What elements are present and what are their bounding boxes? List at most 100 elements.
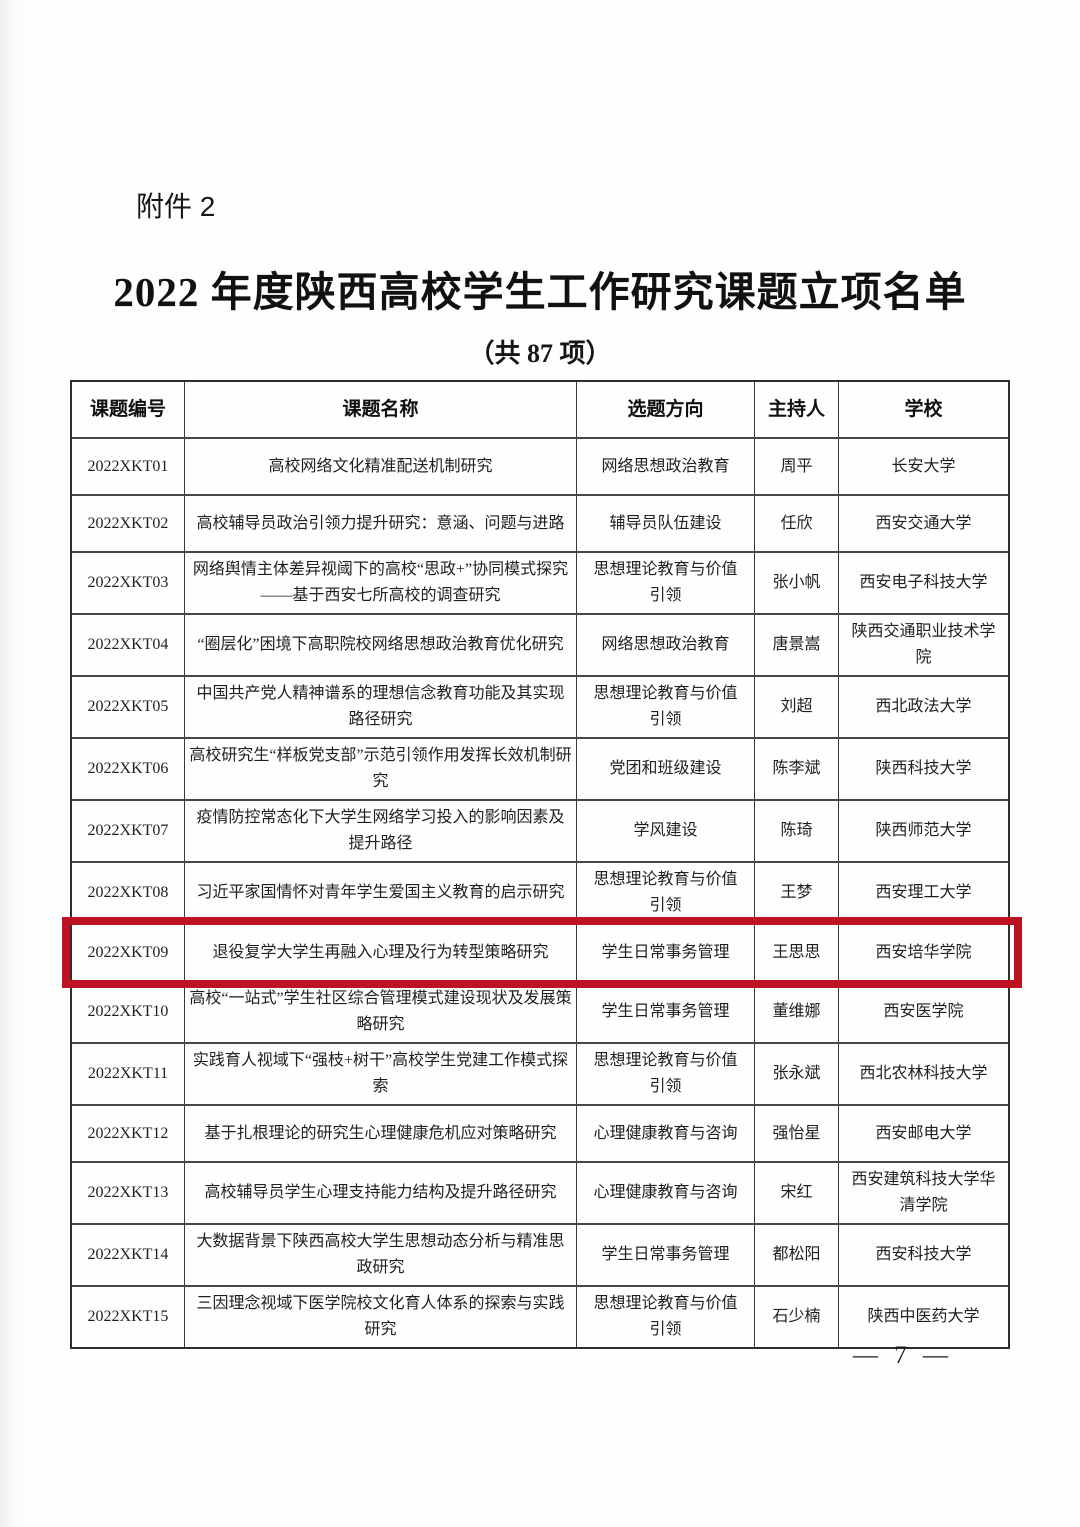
project-id-cell: 2022XKT05 bbox=[72, 677, 185, 737]
direction-cell: 学生日常事务管理 bbox=[577, 925, 755, 980]
host-cell: 石少楠 bbox=[755, 1287, 839, 1347]
project-id-cell: 2022XKT03 bbox=[72, 553, 185, 613]
project-title-cell: 退役复学大学生再融入心理及行为转型策略研究 bbox=[185, 925, 577, 980]
host-cell: 王思思 bbox=[755, 925, 839, 980]
school-cell: 西安建筑科技大学华清学院 bbox=[851, 1171, 996, 1214]
project-title-cell: 高校辅导员政治引领力提升研究：意涵、问题与进路 bbox=[185, 496, 577, 551]
school-cell: 西安科技大学 bbox=[875, 1246, 972, 1263]
column-header-school: 学校 bbox=[904, 398, 943, 420]
page-subtitle: （共 87 项） bbox=[468, 339, 612, 368]
table-header-row: 课题编号 课题名称 选题方向 主持人 学校 bbox=[72, 382, 1008, 439]
project-id-cell: 2022XKT12 bbox=[72, 1106, 185, 1161]
project-title-cell: “圈层化”困境下高职院校网络思想政治教育优化研究 bbox=[185, 615, 577, 675]
school-cell: 西安理工大学 bbox=[875, 884, 972, 901]
project-title-cell: 大数据背景下陕西高校大学生思想动态分析与精准思政研究 bbox=[185, 1225, 577, 1285]
school-cell: 陕西交通职业技术学院 bbox=[851, 623, 996, 666]
table-row: 2022XKT08 习近平家国情怀对青年学生爱国主义教育的启示研究 思想理论教育… bbox=[72, 863, 1008, 925]
school-cell: 西北政法大学 bbox=[875, 698, 972, 715]
school-cell: 西安邮电大学 bbox=[875, 1124, 972, 1142]
direction-cell: 思想理论教育与价值引领 bbox=[577, 863, 755, 923]
attachment-label: 附件 2 bbox=[136, 191, 216, 222]
host-cell: 张永斌 bbox=[755, 1044, 839, 1104]
project-id-cell: 2022XKT09 bbox=[72, 925, 185, 980]
host-cell: 陈李斌 bbox=[755, 739, 839, 799]
project-id-cell: 2022XKT08 bbox=[72, 863, 185, 923]
direction-cell: 网络思想政治教育 bbox=[577, 615, 755, 675]
project-title-cell: 高校辅导员学生心理支持能力结构及提升路径研究 bbox=[185, 1163, 577, 1223]
table-row: 2022XKT07 疫情防控常态化下大学生网络学习投入的影响因素及提升路径 学风… bbox=[72, 801, 1008, 863]
direction-cell: 辅导员队伍建设 bbox=[577, 496, 755, 551]
project-id-cell: 2022XKT02 bbox=[72, 496, 185, 551]
school-cell: 西安电子科技大学 bbox=[859, 574, 988, 591]
page-number: — 7 — bbox=[853, 1342, 948, 1369]
table-row: 2022XKT12 基于扎根理论的研究生心理健康危机应对策略研究 心理健康教育与… bbox=[72, 1106, 1008, 1163]
direction-cell: 网络思想政治教育 bbox=[577, 439, 755, 494]
projects-table: 课题编号 课题名称 选题方向 主持人 学校 2022XKT01 高校网络文化精准… bbox=[62, 380, 1022, 1349]
project-title-cell: 基于扎根理论的研究生心理健康危机应对策略研究 bbox=[185, 1106, 577, 1161]
host-cell: 王梦 bbox=[755, 863, 839, 923]
table-row: 2022XKT04 “圈层化”困境下高职院校网络思想政治教育优化研究 网络思想政… bbox=[72, 615, 1008, 677]
project-id-cell: 2022XKT14 bbox=[72, 1225, 185, 1285]
host-cell: 张小帆 bbox=[755, 553, 839, 613]
project-title-cell: 高校研究生“样板党支部”示范引领作用发挥长效机制研究 bbox=[185, 739, 577, 799]
direction-cell: 学生日常事务管理 bbox=[577, 982, 755, 1042]
school-cell: 西安交通大学 bbox=[875, 514, 972, 532]
project-title-cell: 中国共产党人精神谱系的理想信念教育功能及其实现路径研究 bbox=[185, 677, 577, 737]
direction-cell: 思想理论教育与价值引领 bbox=[577, 1044, 755, 1104]
host-cell: 周平 bbox=[755, 439, 839, 494]
host-cell: 刘超 bbox=[755, 677, 839, 737]
project-id-cell: 2022XKT04 bbox=[72, 615, 185, 675]
direction-cell: 思想理论教育与价值引领 bbox=[577, 677, 755, 737]
project-id-cell: 2022XKT15 bbox=[72, 1287, 185, 1347]
direction-cell: 思想理论教育与价值引领 bbox=[577, 1287, 755, 1347]
column-header-id: 课题编号 bbox=[72, 382, 185, 437]
project-title-cell: 三因理念视域下医学院校文化育人体系的探索与实践研究 bbox=[185, 1287, 577, 1347]
table-row: 2022XKT13 高校辅导员学生心理支持能力结构及提升路径研究 心理健康教育与… bbox=[72, 1163, 1008, 1225]
project-id-cell: 2022XKT06 bbox=[72, 739, 185, 799]
host-cell: 强怡星 bbox=[755, 1106, 839, 1161]
table-row: 2022XKT05 中国共产党人精神谱系的理想信念教育功能及其实现路径研究 思想… bbox=[72, 677, 1008, 739]
table-row: 2022XKT11 实践育人视域下“强枝+树干”高校学生党建工作模式探索 思想理… bbox=[72, 1044, 1008, 1106]
table-row: 2022XKT01 高校网络文化精准配送机制研究 网络思想政治教育 周平 长安大… bbox=[72, 439, 1008, 496]
table-row: 2022XKT15 三因理念视域下医学院校文化育人体系的探索与实践研究 思想理论… bbox=[72, 1287, 1008, 1347]
table-row-highlighted: 2022XKT09 退役复学大学生再融入心理及行为转型策略研究 学生日常事务管理… bbox=[62, 917, 1022, 988]
direction-cell: 思想理论教育与价值引领 bbox=[577, 553, 755, 613]
school-cell: 陕西师范大学 bbox=[875, 822, 972, 839]
table-row: 2022XKT06 高校研究生“样板党支部”示范引领作用发挥长效机制研究 党团和… bbox=[72, 739, 1008, 801]
host-cell: 都松阳 bbox=[755, 1225, 839, 1285]
table-row: 2022XKT14 大数据背景下陕西高校大学生思想动态分析与精准思政研究 学生日… bbox=[72, 1225, 1008, 1287]
host-cell: 陈琦 bbox=[755, 801, 839, 861]
host-cell: 宋红 bbox=[755, 1163, 839, 1223]
project-id-cell: 2022XKT11 bbox=[72, 1044, 185, 1104]
project-title-cell: 高校网络文化精准配送机制研究 bbox=[185, 439, 577, 494]
table-row: 2022XKT10 高校“一站式”学生社区综合管理模式建设现状及发展策略研究 学… bbox=[72, 982, 1008, 1044]
direction-cell: 学生日常事务管理 bbox=[577, 1225, 755, 1285]
project-title-cell: 习近平家国情怀对青年学生爱国主义教育的启示研究 bbox=[185, 863, 577, 923]
school-cell: 西安医学院 bbox=[883, 1003, 964, 1020]
direction-cell: 心理健康教育与咨询 bbox=[577, 1163, 755, 1223]
school-cell: 西北农林科技大学 bbox=[859, 1065, 988, 1082]
column-header-host: 主持人 bbox=[755, 382, 839, 437]
column-header-direction: 选题方向 bbox=[577, 382, 755, 437]
host-cell: 唐景嵩 bbox=[755, 615, 839, 675]
project-id-cell: 2022XKT01 bbox=[72, 439, 185, 494]
host-cell: 任欣 bbox=[755, 496, 839, 551]
project-title-cell: 实践育人视域下“强枝+树干”高校学生党建工作模式探索 bbox=[185, 1044, 577, 1104]
direction-cell: 党团和班级建设 bbox=[577, 739, 755, 799]
school-cell: 陕西科技大学 bbox=[875, 760, 972, 777]
project-title-cell: 疫情防控常态化下大学生网络学习投入的影响因素及提升路径 bbox=[185, 801, 577, 861]
column-header-title: 课题名称 bbox=[185, 382, 577, 437]
project-id-cell: 2022XKT07 bbox=[72, 801, 185, 861]
school-cell: 长安大学 bbox=[891, 457, 956, 475]
table-row: 2022XKT02 高校辅导员政治引领力提升研究：意涵、问题与进路 辅导员队伍建… bbox=[72, 496, 1008, 553]
direction-cell: 心理健康教育与咨询 bbox=[577, 1106, 755, 1161]
project-id-cell: 2022XKT10 bbox=[72, 982, 185, 1042]
school-cell: 西安培华学院 bbox=[875, 943, 972, 961]
project-title-cell: 高校“一站式”学生社区综合管理模式建设现状及发展策略研究 bbox=[185, 982, 577, 1042]
page-title: 2022 年度陕西高校学生工作研究课题立项名单 bbox=[113, 269, 967, 315]
school-cell: 陕西中医药大学 bbox=[867, 1308, 980, 1325]
project-id-cell: 2022XKT13 bbox=[72, 1163, 185, 1223]
host-cell: 董维娜 bbox=[755, 982, 839, 1042]
project-title-cell: 网络舆情主体差异视阈下的高校“思政+”协同模式探究——基于西安七所高校的调查研究 bbox=[185, 553, 577, 613]
